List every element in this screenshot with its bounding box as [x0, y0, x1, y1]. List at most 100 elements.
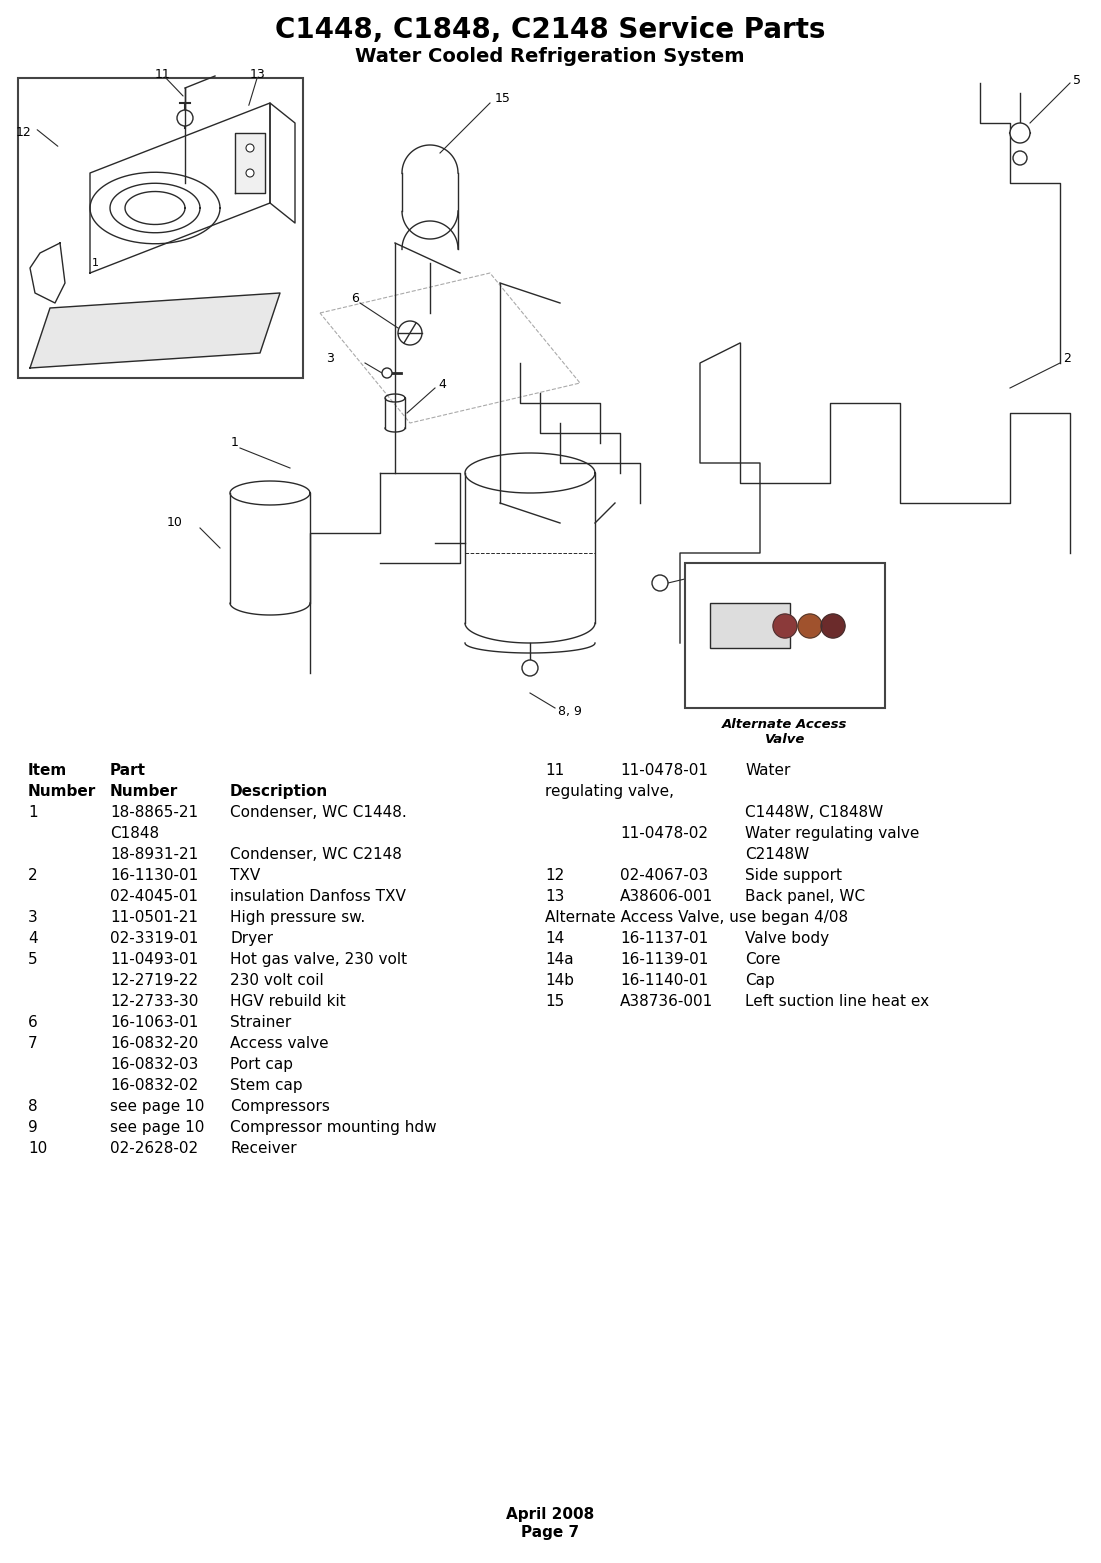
Text: 15: 15 — [545, 994, 564, 1010]
Circle shape — [177, 109, 193, 127]
Text: 14a: 14a — [700, 674, 721, 683]
Text: 18-8931-21: 18-8931-21 — [110, 847, 198, 863]
Text: C2148W: C2148W — [745, 847, 809, 863]
Text: 14: 14 — [545, 932, 564, 946]
Text: Part: Part — [110, 763, 146, 778]
Circle shape — [773, 614, 797, 638]
Text: 11-0501-21: 11-0501-21 — [110, 910, 198, 925]
Text: 13: 13 — [250, 69, 265, 81]
Text: 9: 9 — [28, 1121, 37, 1135]
Text: 16-0832-02: 16-0832-02 — [110, 1078, 198, 1093]
Text: Port cap: Port cap — [230, 1057, 293, 1072]
Text: 18-8865-21: 18-8865-21 — [110, 805, 198, 821]
Circle shape — [821, 614, 844, 638]
Bar — [18, 78, 303, 378]
Text: A38606-001: A38606-001 — [620, 889, 713, 903]
Text: 4: 4 — [28, 932, 37, 946]
Polygon shape — [235, 133, 265, 192]
Circle shape — [798, 614, 822, 638]
Text: 7: 7 — [715, 564, 723, 577]
Circle shape — [1013, 152, 1027, 166]
Polygon shape — [30, 292, 280, 367]
Text: Stem cap: Stem cap — [230, 1078, 303, 1093]
Circle shape — [382, 367, 392, 378]
Circle shape — [1010, 123, 1031, 142]
Text: 14b: 14b — [545, 974, 574, 988]
Text: 13: 13 — [545, 889, 565, 903]
Text: High pressure sw.: High pressure sw. — [230, 910, 366, 925]
Text: 6: 6 — [28, 1014, 37, 1030]
Text: 02-4045-01: 02-4045-01 — [110, 889, 198, 903]
Text: 14: 14 — [855, 570, 870, 581]
Text: Item: Item — [28, 763, 67, 778]
Text: regulating valve,: regulating valve, — [545, 785, 674, 799]
Circle shape — [652, 575, 668, 591]
Text: 16-1063-01: 16-1063-01 — [110, 1014, 198, 1030]
Text: 16-1137-01: 16-1137-01 — [620, 932, 708, 946]
Text: Core: Core — [745, 952, 781, 967]
Text: 1: 1 — [91, 258, 98, 267]
Text: Cap: Cap — [745, 974, 775, 988]
Text: Water: Water — [745, 763, 791, 778]
Text: 10: 10 — [28, 1141, 47, 1157]
Text: Compressors: Compressors — [230, 1099, 330, 1114]
Text: 3: 3 — [28, 910, 37, 925]
Text: 7: 7 — [28, 1036, 37, 1050]
Text: April 2008: April 2008 — [505, 1507, 595, 1522]
Text: 3: 3 — [326, 352, 334, 364]
Circle shape — [397, 320, 422, 345]
Text: 11: 11 — [155, 69, 171, 81]
Text: 02-2628-02: 02-2628-02 — [110, 1141, 198, 1157]
Text: 4: 4 — [438, 378, 446, 391]
Text: Number: Number — [28, 785, 96, 799]
Text: 230 volt coil: 230 volt coil — [230, 974, 324, 988]
Text: 2: 2 — [28, 867, 37, 883]
Text: 16-0832-03: 16-0832-03 — [110, 1057, 198, 1072]
Bar — [710, 603, 791, 649]
Text: 11-0493-01: 11-0493-01 — [110, 952, 198, 967]
Text: insulation Danfoss TXV: insulation Danfoss TXV — [230, 889, 406, 903]
Text: Compressor mounting hdw: Compressor mounting hdw — [230, 1121, 437, 1135]
Text: Description: Description — [230, 785, 328, 799]
Text: 2: 2 — [1062, 352, 1071, 364]
Text: HGV rebuild kit: HGV rebuild kit — [230, 994, 346, 1010]
Text: Valve body: Valve body — [745, 932, 829, 946]
Text: see page 10: see page 10 — [110, 1121, 205, 1135]
Text: Back panel, WC: Back panel, WC — [745, 889, 865, 903]
Text: 5: 5 — [28, 952, 37, 967]
Text: 02-4067-03: 02-4067-03 — [620, 867, 708, 883]
Text: Dryer: Dryer — [230, 932, 273, 946]
Text: 8: 8 — [28, 1099, 37, 1114]
Text: C1448W, C1848W: C1448W, C1848W — [745, 805, 883, 821]
Text: 11-0478-01: 11-0478-01 — [620, 763, 708, 778]
Text: Water Cooled Refrigeration System: Water Cooled Refrigeration System — [356, 47, 744, 67]
Text: 5: 5 — [1073, 73, 1081, 86]
Text: 6: 6 — [351, 292, 359, 305]
Text: Number: Number — [110, 785, 178, 799]
Text: A38736-001: A38736-001 — [620, 994, 713, 1010]
Text: see page 10: see page 10 — [110, 1099, 205, 1114]
Text: 16-1139-01: 16-1139-01 — [620, 952, 708, 967]
Text: 12-2719-22: 12-2719-22 — [110, 974, 198, 988]
Text: Left suction line heat ex: Left suction line heat ex — [745, 994, 929, 1010]
Text: Receiver: Receiver — [230, 1141, 296, 1157]
Text: 15: 15 — [495, 92, 511, 105]
Text: 16-1140-01: 16-1140-01 — [620, 974, 708, 988]
Text: 02-3319-01: 02-3319-01 — [110, 932, 198, 946]
Text: 1: 1 — [231, 436, 239, 450]
Text: 14b: 14b — [840, 583, 861, 592]
Text: Strainer: Strainer — [230, 1014, 292, 1030]
Text: 10: 10 — [167, 516, 183, 530]
Text: Condenser, WC C2148: Condenser, WC C2148 — [230, 847, 402, 863]
Text: 14a: 14a — [545, 952, 574, 967]
Text: 12: 12 — [17, 127, 32, 139]
Text: Alternate Access Valve, use began 4/08: Alternate Access Valve, use began 4/08 — [545, 910, 848, 925]
Text: Page 7: Page 7 — [521, 1525, 579, 1541]
Text: 11: 11 — [545, 763, 564, 778]
Text: Alternate Access
Valve: Alternate Access Valve — [722, 717, 848, 746]
Text: Side support: Side support — [745, 867, 842, 883]
Circle shape — [246, 169, 254, 177]
Text: 8, 9: 8, 9 — [558, 705, 581, 719]
Text: Condenser, WC C1448.: Condenser, WC C1448. — [230, 805, 406, 821]
Text: C1448, C1848, C2148 Service Parts: C1448, C1848, C2148 Service Parts — [275, 16, 826, 44]
